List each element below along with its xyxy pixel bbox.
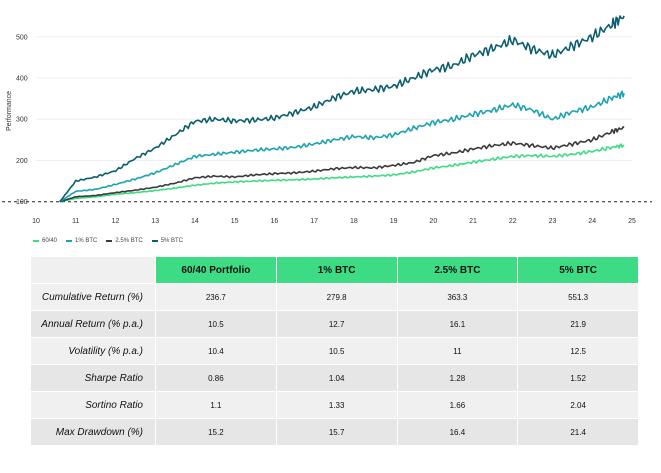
table-row: Sortino Ratio 1.1 1.33 1.66 2.04 (30, 391, 639, 419)
x-tick-label: 19 (390, 218, 398, 225)
row-label: Max Drawdown (%) (30, 418, 156, 446)
row-label: Volatility (% p.a.) (30, 337, 156, 365)
table-cell: 2.04 (517, 391, 639, 419)
table-cell: 12.5 (517, 337, 639, 365)
header-1pct-btc: 1% BTC (275, 256, 398, 284)
series-line-60-40 (59, 143, 625, 203)
table-cell: 15.2 (155, 418, 277, 446)
y-tick-label: 100 (16, 199, 28, 206)
series-line-5-btc (59, 15, 625, 203)
table-cell: 279.8 (275, 283, 398, 311)
x-tick-label: 20 (429, 218, 437, 225)
performance-chart: 100 200 300 400 500 10 11 12 13 14 15 16 17 18 19 20 21 2… (2, 15, 652, 244)
x-tick-label: 11 (72, 218, 79, 225)
table-cell: 21.9 (517, 310, 639, 338)
header-5pct-btc: 5% BTC (517, 256, 639, 284)
legend-item-5pct-btc: 5% BTC (151, 238, 184, 244)
y-tick-label: 200 (16, 158, 28, 165)
x-tick-label: 18 (350, 218, 358, 225)
legend-label-2-5pct-btc: 2.5% BTC (115, 238, 143, 244)
table-cell: 21.4 (517, 418, 639, 446)
x-tick-label: 22 (509, 218, 517, 225)
table-cell: 10.4 (155, 337, 277, 365)
x-tick-label: 17 (310, 218, 318, 225)
x-tick-label: 24 (588, 218, 596, 225)
table-cell: 11 (396, 337, 519, 365)
table-cell: 1.28 (396, 364, 519, 392)
legend-item-2-5pct-btc: 2.5% BTC (106, 238, 143, 244)
x-tick-label: 25 (628, 218, 636, 225)
legend-label-1pct-btc: 1% BTC (75, 238, 98, 244)
table-cell: 1.04 (275, 364, 398, 392)
chart-legend: 60/40 1% BTC 2.5% BTC 5% BTC (33, 238, 183, 244)
table-row: Cumulative Return (%) 236.7 279.8 363.3 … (30, 283, 639, 311)
table-cell: 551.3 (517, 283, 639, 311)
table-cell: 16.4 (396, 418, 519, 446)
table-cell: 12.7 (275, 310, 398, 338)
legend-swatch-2-5pct-btc (106, 240, 113, 242)
y-tick-label: 500 (16, 34, 28, 41)
y-tick-label: 400 (16, 76, 28, 83)
row-label: Sortino Ratio (30, 391, 156, 419)
series-line-1-btc (59, 126, 625, 203)
header-60-40-portfolio: 60/40 Portfolio (155, 256, 277, 284)
row-label: Annual Return (% p.a.) (30, 310, 156, 338)
legend-swatch-60-40 (33, 240, 39, 242)
row-label: Cumulative Return (%) (30, 283, 156, 311)
x-tick-label: 13 (151, 218, 159, 225)
legend-swatch-1pct-btc (66, 240, 73, 242)
table-cell: 1.1 (155, 391, 277, 419)
statistics-table: 60/40 Portfolio 1% BTC 2.5% BTC 5% BTC C… (30, 256, 639, 446)
legend-swatch-5pct-btc (151, 240, 158, 242)
x-tick-label: 23 (549, 218, 557, 225)
table-row: Max Drawdown (%) 15.2 15.7 16.4 21.4 (30, 418, 639, 446)
header-2-5pct-btc: 2.5% BTC (396, 256, 519, 284)
legend-label-60-40: 60/40 (42, 238, 58, 244)
table-cell: 10.5 (275, 337, 398, 365)
series-line-2-5-btc (59, 90, 625, 203)
table-cell: 363.3 (396, 283, 519, 311)
y-tick-label: 300 (16, 117, 28, 124)
x-tick-label: 12 (112, 218, 120, 225)
y-axis-title: Performance (6, 91, 13, 131)
chart-svg: 100 200 300 400 500 10 11 12 13 14 15 16 17 18 19 20 21 2… (2, 15, 652, 225)
table-cell: 10.5 (155, 310, 277, 338)
table-cell: 1.52 (517, 364, 639, 392)
table-cell: 236.7 (155, 283, 277, 311)
table-header-row: 60/40 Portfolio 1% BTC 2.5% BTC 5% BTC (30, 256, 639, 284)
x-tick-label: 15 (231, 218, 239, 225)
table-cell: 0.86 (155, 364, 277, 392)
legend-item-1pct-btc: 1% BTC (66, 238, 97, 244)
legend-item-60-40: 60/40 (33, 238, 57, 244)
x-tick-label: 10 (32, 218, 40, 225)
x-tick-label: 16 (271, 218, 279, 225)
table-row: Annual Return (% p.a.) 10.5 12.7 16.1 21… (30, 310, 639, 338)
table-row: Volatility (% p.a.) 10.4 10.5 11 12.5 (30, 337, 639, 365)
x-tick-label: 21 (469, 218, 477, 225)
table-cell: 16.1 (396, 310, 519, 338)
table-row: Sharpe Ratio 0.86 1.04 1.28 1.52 (30, 364, 639, 392)
table-cell: 1.33 (275, 391, 398, 419)
table-cell: 1.66 (396, 391, 519, 419)
legend-label-5pct-btc: 5% BTC (160, 238, 184, 244)
row-label: Sharpe Ratio (30, 364, 156, 392)
table-cell: 15.7 (275, 418, 398, 446)
x-tick-label: 14 (191, 218, 199, 225)
table-corner-cell (30, 256, 156, 284)
